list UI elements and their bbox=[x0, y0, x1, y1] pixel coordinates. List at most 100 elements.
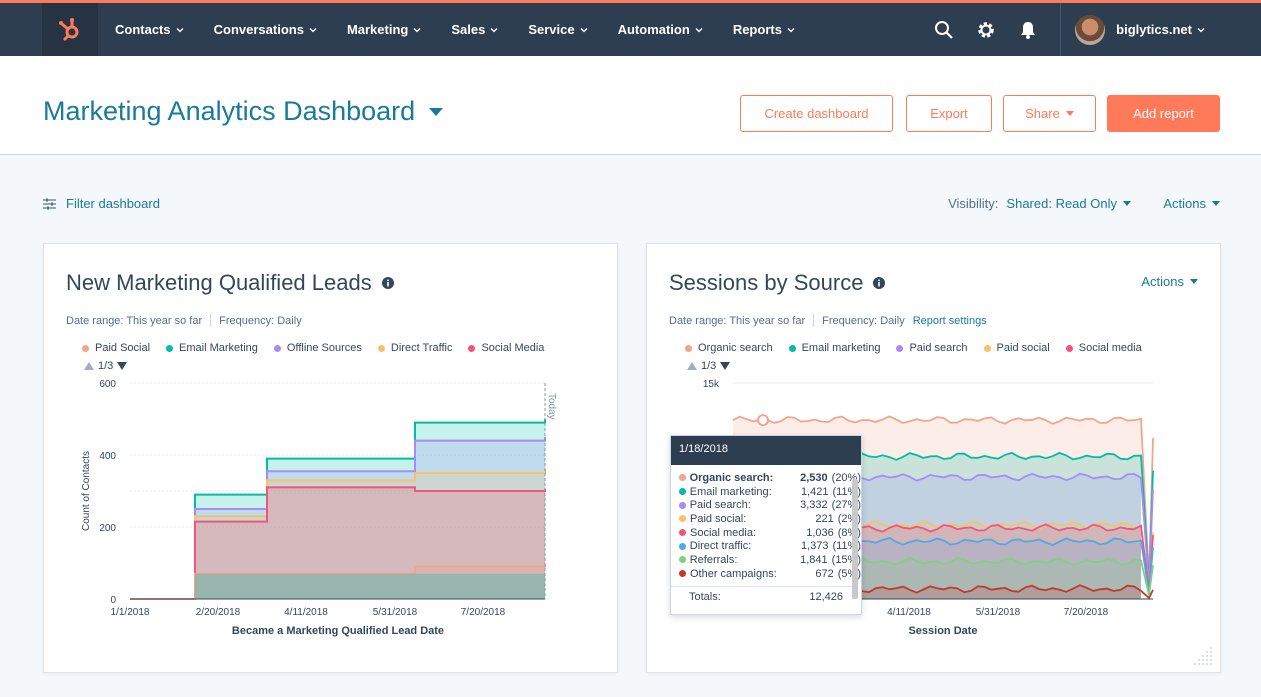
info-icon[interactable] bbox=[873, 277, 886, 289]
tooltip-date: 1/18/2018 bbox=[671, 436, 861, 465]
tooltip-total-value: 12,426 bbox=[809, 591, 843, 603]
bell-icon[interactable] bbox=[1018, 20, 1038, 40]
share-button[interactable]: Share bbox=[1003, 95, 1096, 132]
nav-divider bbox=[1060, 3, 1062, 56]
report-title[interactable]: Sessions by Source bbox=[669, 270, 886, 296]
chevron-down-icon bbox=[490, 27, 498, 32]
nav-item-label: Conversations bbox=[213, 22, 304, 37]
visibility-dropdown[interactable]: Shared: Read Only bbox=[1006, 196, 1131, 211]
search-icon[interactable] bbox=[934, 20, 954, 40]
legend-item[interactable]: Organic search bbox=[685, 342, 773, 354]
tooltip-dot bbox=[679, 474, 686, 482]
legend-dot bbox=[685, 344, 692, 352]
card-actions-label: Actions bbox=[1141, 274, 1184, 289]
legend-next-icon[interactable] bbox=[720, 362, 731, 370]
frequency: Frequency: Daily bbox=[219, 314, 302, 327]
legend-item[interactable]: Paid Social bbox=[82, 342, 150, 354]
legend-label: Paid social bbox=[996, 342, 1050, 354]
y-tick-label: 600 bbox=[99, 379, 116, 390]
tooltip-dot bbox=[679, 570, 686, 578]
caret-down-icon bbox=[1190, 279, 1198, 284]
create-dashboard-button[interactable]: Create dashboard bbox=[740, 95, 893, 132]
legend-dot bbox=[377, 344, 385, 352]
mql-report-card: New Marketing Qualified Leads Date range… bbox=[43, 243, 618, 673]
add-report-button[interactable]: Add report bbox=[1107, 95, 1220, 132]
mql-area-chart[interactable]: Today 600 400 200 01/1/2018 2/20/2018 4/11/201… bbox=[44, 244, 619, 674]
legend-item[interactable]: Offline Sources bbox=[273, 342, 362, 354]
legend-label: Offline Sources bbox=[286, 342, 362, 354]
legend-prev-icon[interactable] bbox=[687, 362, 697, 370]
legend-dot bbox=[788, 344, 796, 352]
tooltip-dot bbox=[679, 529, 686, 537]
tooltip-series-name: Email marketing: bbox=[689, 485, 772, 498]
x-axis-title: Session Date bbox=[908, 625, 977, 637]
nav-item-label: Automation bbox=[617, 22, 690, 37]
mql-title: New Marketing Qualified Leads bbox=[66, 270, 372, 295]
legend-next-icon[interactable] bbox=[117, 362, 128, 370]
legend-item[interactable]: Paid search bbox=[896, 342, 968, 354]
visibility-label: Visibility: bbox=[948, 196, 999, 211]
legend-dot bbox=[983, 344, 991, 352]
tooltip-series-value: 1,421 bbox=[800, 485, 829, 498]
legend-prev-icon[interactable] bbox=[84, 362, 94, 370]
legend-item[interactable]: Direct Traffic bbox=[377, 342, 453, 354]
legend-label: Direct Traffic bbox=[390, 342, 453, 354]
hubspot-logo-icon[interactable] bbox=[42, 3, 98, 56]
filter-dashboard-link[interactable]: Filter dashboard bbox=[43, 196, 160, 211]
nav-item-marketing[interactable]: Marketing bbox=[347, 22, 421, 37]
x-tick-label: 7/20/2018 bbox=[461, 607, 506, 618]
avatar[interactable] bbox=[1075, 14, 1106, 45]
legend-dot bbox=[468, 344, 476, 352]
legend-pager: 1/3 bbox=[687, 360, 731, 372]
tooltip-series-value: 672 bbox=[815, 567, 834, 580]
tooltip-row: Organic search: 2,530 (20%) bbox=[679, 471, 861, 485]
tooltip-series-name: Direct traffic: bbox=[689, 540, 752, 553]
x-tick-label: 5/31/2018 bbox=[373, 607, 418, 618]
nav-item-sales[interactable]: Sales bbox=[451, 22, 498, 37]
info-icon[interactable] bbox=[381, 277, 394, 289]
legend-item[interactable]: Social media bbox=[1065, 342, 1142, 354]
nav-item-label: Sales bbox=[451, 22, 486, 37]
add-report-label: Add report bbox=[1133, 106, 1194, 121]
filter-sliders-icon bbox=[43, 198, 56, 209]
dashboard-selector[interactable]: Marketing Analytics Dashboard bbox=[43, 96, 444, 127]
nav-item-conversations[interactable]: Conversations bbox=[214, 22, 317, 37]
y-tick-label: 400 bbox=[99, 451, 116, 462]
filter-dashboard-label: Filter dashboard bbox=[66, 196, 160, 211]
report-title[interactable]: New Marketing Qualified Leads bbox=[66, 270, 394, 296]
legend-item[interactable]: Paid social bbox=[983, 342, 1050, 354]
tooltip-scrollbar[interactable] bbox=[851, 467, 859, 613]
resize-handle-icon[interactable] bbox=[1192, 644, 1214, 666]
legend-item[interactable]: Email Marketing bbox=[166, 342, 258, 354]
card-actions-dropdown[interactable]: Actions bbox=[1141, 274, 1198, 289]
tooltip-row: Other campaigns: 672 (5%) bbox=[679, 567, 861, 581]
legend-item[interactable]: Email marketing bbox=[788, 342, 880, 354]
export-button[interactable]: Export bbox=[906, 95, 992, 132]
tooltip-row: Direct traffic: 1,373 (11%) bbox=[679, 539, 861, 553]
nav-item-automation[interactable]: Automation bbox=[618, 22, 703, 37]
nav-item-service[interactable]: Service bbox=[528, 22, 588, 37]
report-settings-link[interactable]: Report settings bbox=[912, 314, 987, 327]
nav-right: biglytics.net bbox=[912, 3, 1205, 56]
dashboard-actions-dropdown[interactable]: Actions bbox=[1163, 196, 1220, 211]
tooltip-series-name: Referrals: bbox=[689, 553, 738, 566]
area-offline-sources bbox=[130, 437, 545, 599]
chevron-down-icon bbox=[176, 27, 184, 32]
account-menu[interactable]: biglytics.net bbox=[1116, 22, 1205, 37]
x-tick-label: 7/20/2018 bbox=[1064, 607, 1109, 618]
legend-pager: 1/3 bbox=[84, 360, 128, 372]
create-dashboard-label: Create dashboard bbox=[764, 106, 869, 121]
gear-icon[interactable] bbox=[976, 20, 996, 40]
chart-tooltip: 1/18/2018 Organic search: 2,530 (20%) Email… bbox=[670, 435, 862, 615]
legend-item[interactable]: Social Media bbox=[468, 342, 544, 354]
nav-item-reports[interactable]: Reports bbox=[733, 22, 795, 37]
x-axis-title: Became a Marketing Qualified Lead Date bbox=[232, 625, 444, 637]
y-tick-label: 15k bbox=[703, 379, 720, 390]
caret-down-icon bbox=[1212, 201, 1220, 206]
account-name: biglytics.net bbox=[1116, 22, 1192, 37]
legend-dot bbox=[166, 344, 174, 352]
tooltip-dot bbox=[679, 542, 686, 550]
scrollbar-thumb[interactable] bbox=[852, 479, 858, 599]
nav-item-contacts[interactable]: Contacts bbox=[115, 22, 184, 37]
sessions-line bbox=[732, 415, 1154, 582]
